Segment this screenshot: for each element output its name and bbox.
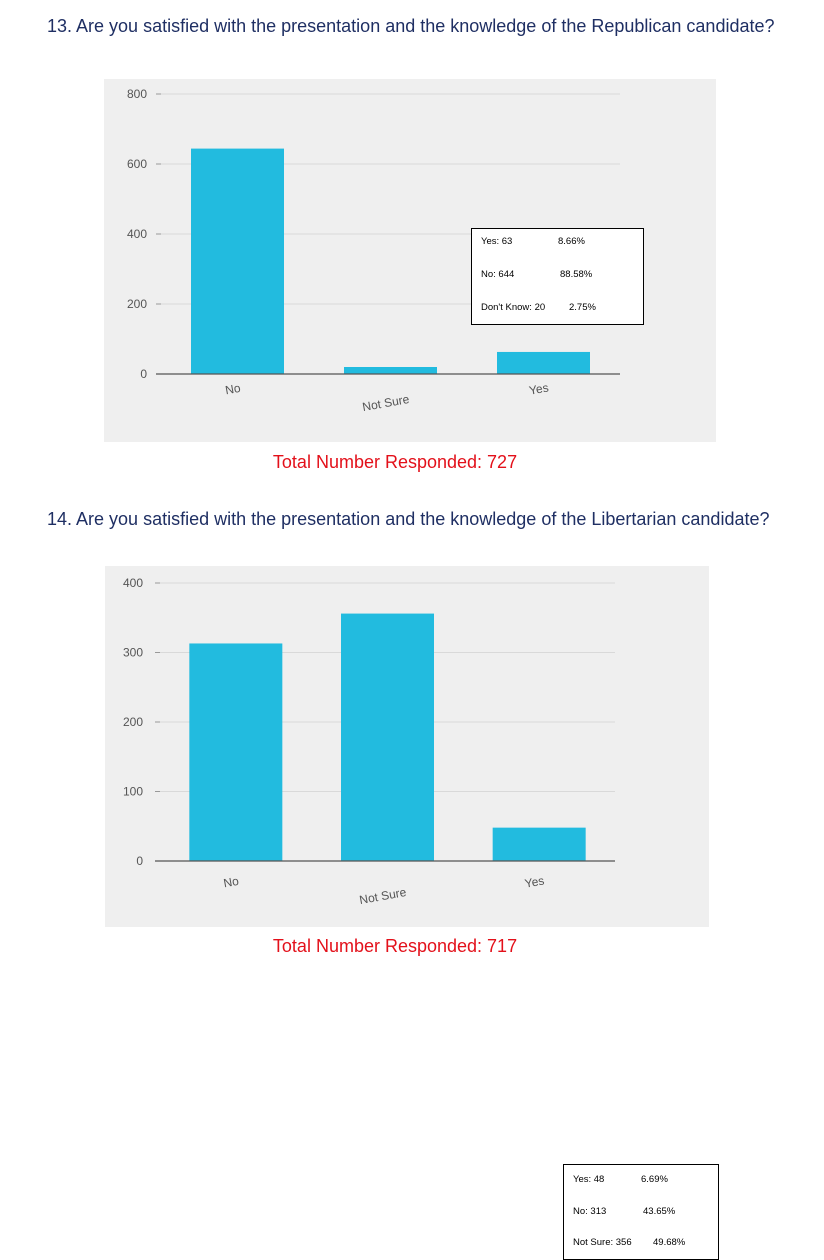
legend-row-no: No: 313 43.65% xyxy=(573,1206,675,1217)
chart-question-13: 0 200 400 600 800 No Not Sure Yes Yes: 63 8.66%… xyxy=(104,79,716,442)
legend-row-not-sure: Not Sure: 356 49.68% xyxy=(573,1237,685,1248)
x-tick-label: Yes xyxy=(528,380,550,397)
legend-pct-yes: 8.66% xyxy=(558,236,585,247)
chart-question-14: 0 100 200 300 400 No Not Sure Yes Yes: 48 6.69%… xyxy=(105,566,719,1260)
legend-label-yes: Yes: 63 xyxy=(481,236,513,247)
legend-label-yes: Yes: 48 xyxy=(573,1174,605,1185)
legend-label-dont-know: Don't Know: 20 xyxy=(481,302,546,313)
y-tick-label: 200 xyxy=(123,715,143,729)
x-tick-label: No xyxy=(222,874,240,891)
x-tick-label: Yes xyxy=(524,873,546,890)
bar-yes xyxy=(492,827,586,861)
bar-yes xyxy=(497,351,590,374)
legend-label-no: No: 644 xyxy=(481,269,515,280)
bar-no xyxy=(189,643,283,861)
y-tick-label: 100 xyxy=(123,785,143,799)
total-responded-14: Total Number Responded: 717 xyxy=(272,936,518,956)
y-tick-label: 0 xyxy=(136,854,143,868)
y-tick-label: 300 xyxy=(123,646,143,660)
y-tick-label: 200 xyxy=(127,297,147,311)
x-tick-label: No xyxy=(224,381,242,398)
legend-row-dont-know: Don't Know: 20 2.75% xyxy=(481,302,596,313)
legend-pct-dont-know: 2.75% xyxy=(569,302,596,313)
legend-row-no: No: 644 88.58% xyxy=(481,269,592,280)
bar-not-sure xyxy=(341,613,434,861)
y-tick-label: 0 xyxy=(140,367,147,381)
legend-pct-no: 88.58% xyxy=(560,269,593,280)
y-tick-label: 800 xyxy=(127,87,147,101)
bar-not-sure xyxy=(344,367,437,374)
legend-row-yes: Yes: 63 8.66% xyxy=(481,236,585,247)
question-14-title: 14. Are you satisfied with the presentat… xyxy=(47,509,770,529)
total-responded-13: Total Number Responded: 727 xyxy=(272,452,518,472)
bar-no xyxy=(191,148,284,374)
y-tick-label: 600 xyxy=(127,157,147,171)
legend-pct-yes: 6.69% xyxy=(641,1174,668,1185)
question-13-title: 13. Are you satisfied with the presentat… xyxy=(47,16,775,36)
legend-box-14: Yes: 48 6.69% No: 313 43.65% Not Sure: 3… xyxy=(563,1164,719,1260)
legend-row-yes: Yes: 48 6.69% xyxy=(573,1174,668,1185)
legend-box-13: Yes: 63 8.66% No: 644 88.58% Don't Know:… xyxy=(471,228,644,325)
legend-label-no: No: 313 xyxy=(573,1206,607,1217)
legend-pct-not-sure: 49.68% xyxy=(653,1237,686,1248)
y-tick-label: 400 xyxy=(127,227,147,241)
legend-pct-no: 43.65% xyxy=(643,1206,676,1217)
legend-label-not-sure: Not Sure: 356 xyxy=(573,1237,632,1248)
y-tick-label: 400 xyxy=(123,576,143,590)
